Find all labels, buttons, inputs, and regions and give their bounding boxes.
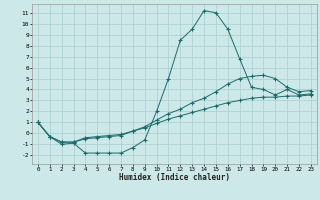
X-axis label: Humidex (Indice chaleur): Humidex (Indice chaleur): [119, 173, 230, 182]
